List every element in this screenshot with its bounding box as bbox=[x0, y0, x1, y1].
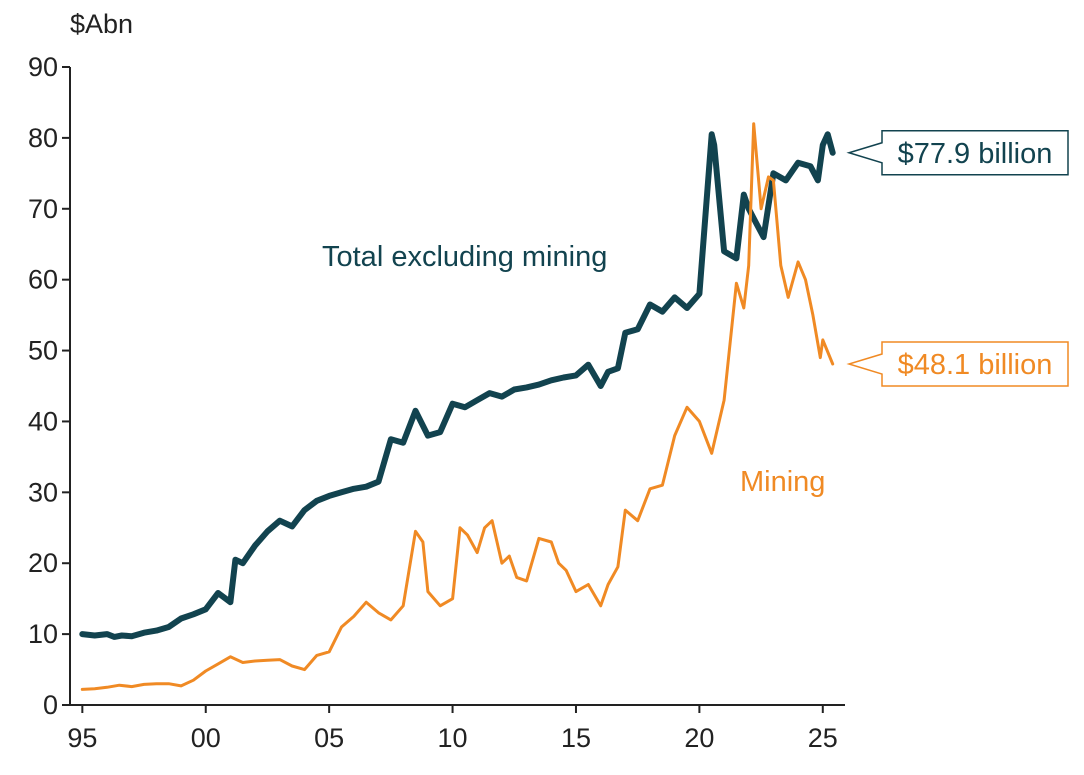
y-unit-label: $Abn bbox=[70, 9, 133, 39]
series-lines bbox=[79, 122, 836, 691]
callout-box-mining bbox=[846, 341, 1069, 387]
y-tick-label: 60 bbox=[28, 265, 58, 295]
x-axis: 95 00 05 10 15 20 25 bbox=[67, 704, 845, 753]
x-tick-label: 95 bbox=[67, 723, 97, 753]
series-line-mining bbox=[80, 122, 835, 691]
x-tick-label: 05 bbox=[314, 723, 344, 753]
y-tick-label: 70 bbox=[28, 194, 58, 224]
x-tick-label: 10 bbox=[438, 723, 468, 753]
y-tick-label: 10 bbox=[28, 619, 58, 649]
x-tick-label: 20 bbox=[684, 723, 714, 753]
callout-label-mining: $48.1 billion bbox=[898, 349, 1053, 381]
x-tick-label: 15 bbox=[561, 723, 591, 753]
y-tick-label: 20 bbox=[28, 548, 58, 578]
series-label-total-excluding-mining: Total excluding mining bbox=[322, 241, 607, 273]
y-tick-label: 80 bbox=[28, 123, 58, 153]
callout-label-total-excluding-mining: $77.9 billion bbox=[898, 138, 1053, 170]
y-tick-label: 0 bbox=[43, 690, 58, 720]
series-label-mining: Mining bbox=[740, 466, 825, 498]
series-line-total-excluding-mining bbox=[79, 131, 836, 640]
x-tick-label: 25 bbox=[808, 723, 838, 753]
callouts: $77.9 billion $48.1 billion bbox=[846, 130, 1069, 387]
y-tick-label: 90 bbox=[28, 52, 58, 82]
y-tick-label: 40 bbox=[28, 406, 58, 436]
callout-box-total-excluding-mining bbox=[846, 130, 1069, 176]
x-tick-label: 00 bbox=[191, 723, 221, 753]
y-tick-label: 30 bbox=[28, 477, 58, 507]
y-axis: 0 10 20 30 40 50 60 70 80 90 bbox=[28, 52, 71, 720]
y-tick-label: 50 bbox=[28, 336, 58, 366]
